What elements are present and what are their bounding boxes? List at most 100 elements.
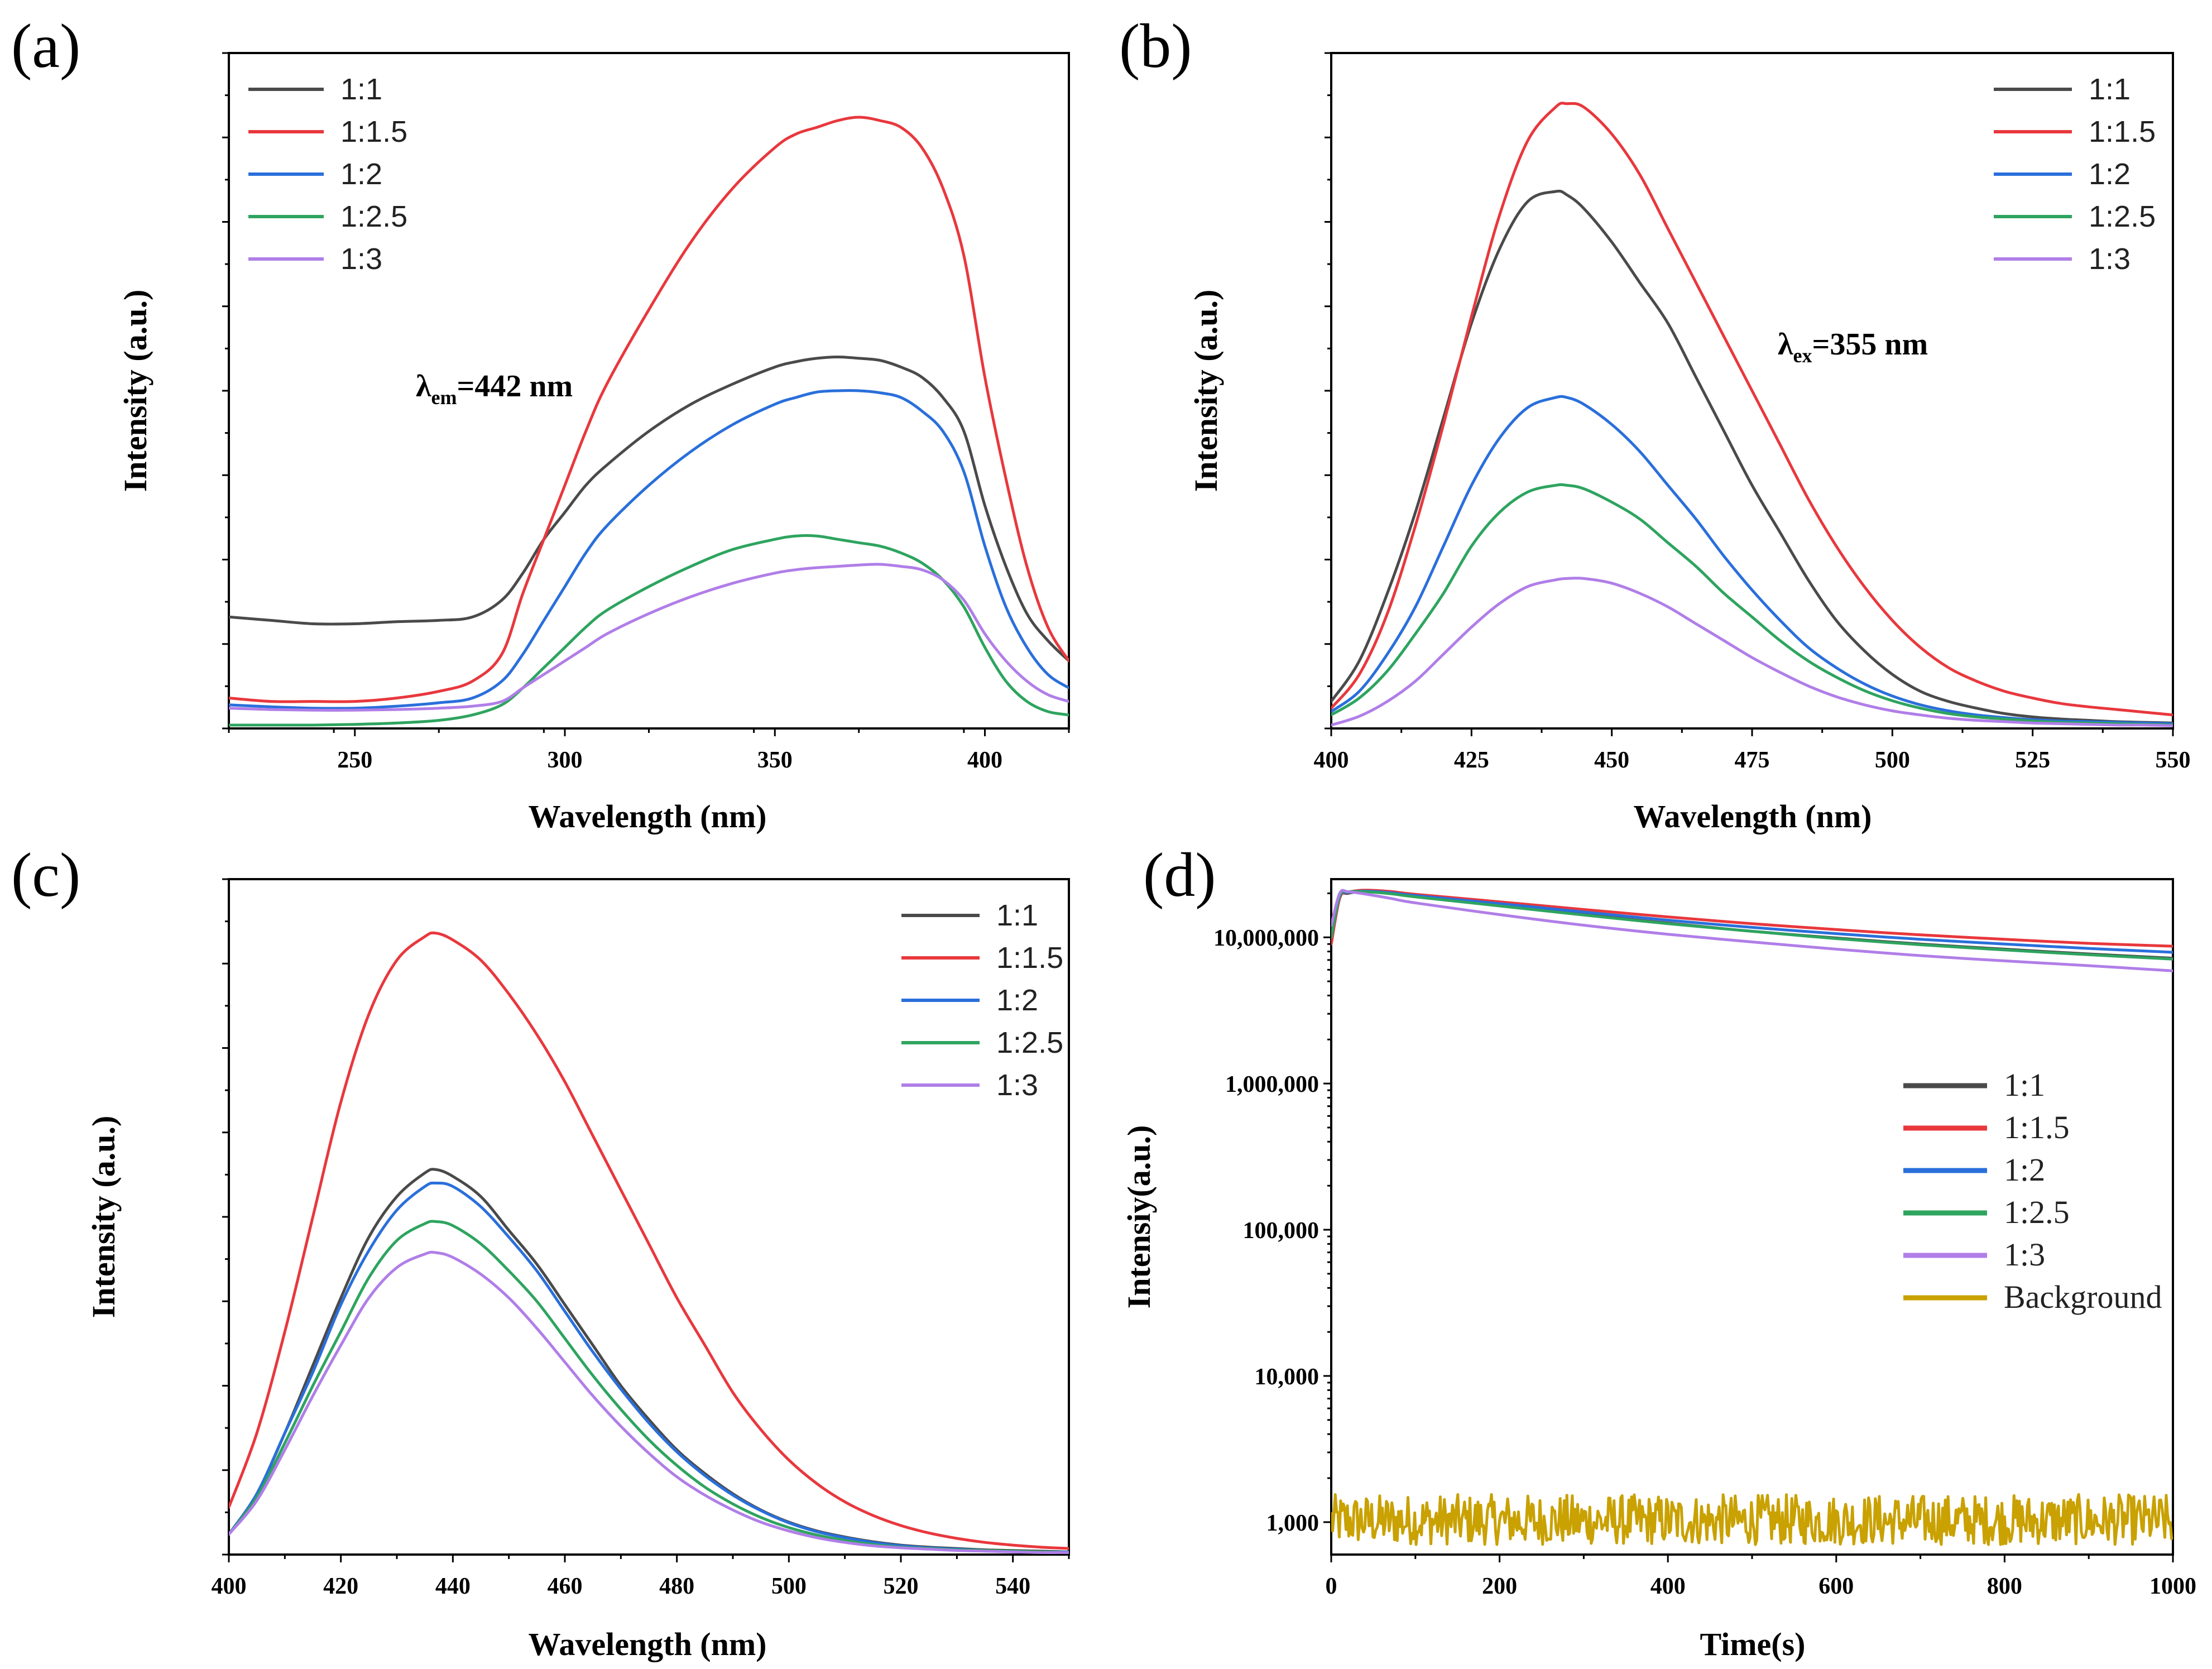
x-tick-label: 0 (1326, 1574, 1337, 1599)
series-line-1-1-5 (1331, 102, 2173, 717)
series-line-1-1-5 (229, 931, 1069, 1550)
legend-label: 1:1.5 (2004, 1109, 2070, 1145)
legend-item-1-3: 1:3 (1903, 1236, 2045, 1273)
series-line-1-3 (229, 563, 1069, 712)
legend-label: 1:2 (996, 984, 1038, 1017)
series-line-1-1 (229, 1168, 1069, 1553)
legend-item-1-1-5: 1:1.5 (248, 115, 407, 148)
legend: 1:1 1:1.5 1:2 1:2.5 1:3 Background (1903, 1067, 2162, 1315)
x-tick-label: 450 (1594, 747, 1629, 773)
legend-label: 1:1.5 (996, 941, 1063, 975)
y-axis (1325, 52, 1331, 730)
x-tick-label: 400 (1314, 747, 1349, 773)
y-axis-title: Intensiy(a.u.) (1121, 1125, 1157, 1309)
x-tick-label: 480 (659, 1574, 694, 1599)
legend-item-1-3: 1:3 (1994, 242, 2131, 276)
annotation-subscript: ex (1793, 344, 1812, 367)
annotation-lambda: λ (1778, 327, 1793, 362)
legend: 1:1 1:1.5 1:2 1:2.5 1:3 (901, 899, 1063, 1102)
legend-item-1-2-5: 1:2.5 (1994, 200, 2156, 233)
legend: 1:1 1:1.5 1:2 1:2.5 1:3 (1994, 73, 2156, 276)
legend-item-1-1: 1:1 (248, 73, 382, 106)
legend-label: 1:1.5 (340, 115, 407, 148)
series-line-1-2-5 (1331, 890, 2173, 961)
series-group (1331, 102, 2173, 727)
x-tick-label: 460 (548, 1574, 583, 1599)
x-tick-label: 540 (995, 1574, 1030, 1599)
panel-label: (d) (1143, 841, 1216, 910)
legend-label: Background (2004, 1279, 2162, 1315)
y-tick-label: 100,000 (1243, 1218, 1319, 1244)
series-line-1-2-5 (1331, 483, 2173, 727)
series-group (1331, 889, 2173, 1546)
y-axis: 1,000 10,000 100,000 1,000,000 10,000,000 (1213, 892, 1331, 1536)
y-tick-label: 10,000 (1255, 1364, 1319, 1390)
legend-label: 1:1 (2089, 73, 2131, 106)
x-tick-label: 250 (337, 747, 372, 773)
x-tick-label: 440 (435, 1574, 471, 1599)
series-line-background (1331, 1493, 2173, 1546)
y-tick-label: 1,000 (1266, 1510, 1319, 1536)
legend-item-1-1-5: 1:1.5 (901, 941, 1063, 975)
legend-item-1-2: 1:2 (901, 984, 1038, 1017)
legend-item-1-2-5: 1:2.5 (901, 1026, 1063, 1059)
series-line-1-1 (229, 356, 1069, 663)
plot-frame (228, 52, 1070, 730)
legend-item-1-2-5: 1:2.5 (1903, 1194, 2070, 1230)
legend: 1:1 1:1.5 1:2 1:2.5 1:3 (248, 73, 407, 276)
y-axis-title: Intensity (a.u.) (117, 290, 153, 492)
legend-label: 1:3 (2004, 1236, 2045, 1273)
y-tick-label: 1,000,000 (1225, 1072, 1319, 1097)
x-tick-label: 475 (1735, 747, 1770, 773)
legend-item-1-3: 1:3 (248, 242, 382, 276)
x-axis: 400 425 450 475 500 525 550 (1314, 728, 2191, 773)
y-axis (222, 878, 229, 1556)
legend-label: 1:2.5 (340, 200, 407, 233)
annotation-subscript: em (431, 386, 457, 409)
series-group (229, 931, 1069, 1554)
x-tick-label: 420 (323, 1574, 358, 1599)
series-line-1-2 (229, 1181, 1069, 1553)
legend-item-1-1-5: 1:1.5 (1994, 115, 2156, 148)
panel-label: (a) (11, 12, 80, 81)
legend-item-1-1: 1:1 (901, 899, 1038, 932)
x-axis-title: Wavelength (nm) (1634, 798, 1872, 834)
x-tick-label: 500 (1875, 747, 1910, 773)
series-line-1-2-5 (229, 534, 1069, 727)
legend-label: 1:2.5 (996, 1026, 1063, 1059)
x-tick-label: 200 (1482, 1574, 1517, 1599)
y-axis-title: Intensity (a.u.) (85, 1116, 122, 1318)
x-axis: 0 200 400 600 800 1000 (1326, 1555, 2196, 1599)
excitation-annotation: λem=442 nm (416, 369, 573, 409)
x-tick-label: 425 (1454, 747, 1489, 773)
panel-label: (c) (11, 841, 80, 910)
legend-label: 1:3 (340, 242, 382, 276)
x-tick-label: 500 (771, 1574, 807, 1599)
y-tick-label: 10,000,000 (1213, 925, 1319, 951)
legend-label: 1:2 (2089, 157, 2131, 191)
series-line-1-2-5 (229, 1220, 1069, 1554)
legend-item-1-1: 1:1 (1994, 73, 2131, 106)
legend-item-1-2: 1:2 (1994, 157, 2131, 191)
legend-item-1-1: 1:1 (1903, 1067, 2045, 1103)
x-tick-label: 800 (1987, 1574, 2022, 1599)
x-tick-label: 520 (884, 1574, 919, 1599)
x-axis-title: Time(s) (1700, 1626, 1805, 1662)
excitation-annotation: λex=355 nm (1778, 327, 1928, 367)
x-axis-title: Wavelength (nm) (529, 798, 767, 834)
series-line-1-3 (1331, 889, 2173, 972)
legend-item-1-1-5: 1:1.5 (1903, 1109, 2070, 1145)
x-tick-label: 600 (1818, 1574, 1854, 1599)
series-group (229, 116, 1069, 727)
annotation-value: =355 nm (1812, 327, 1928, 362)
series-line-1-1 (1331, 189, 2173, 725)
legend-item-1-2-5: 1:2.5 (248, 200, 407, 233)
x-tick-label: 1000 (2149, 1574, 2196, 1599)
legend-label: 1:1.5 (2089, 115, 2156, 148)
x-tick-label: 550 (2156, 747, 2191, 773)
series-line-1-1-5 (229, 116, 1069, 703)
x-axis: 400 420 440 460 480 500 520 540 (212, 1555, 1070, 1599)
y-axis (222, 52, 229, 730)
legend-label: 1:3 (996, 1068, 1038, 1102)
